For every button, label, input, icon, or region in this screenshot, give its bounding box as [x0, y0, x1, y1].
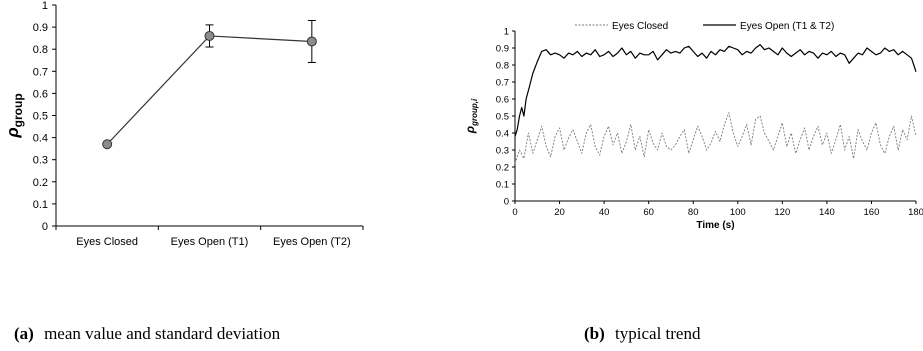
x-tick-label-b: 120	[774, 207, 790, 218]
x-tick-label-b: 160	[864, 207, 880, 218]
y-tick-label-a: 0	[42, 221, 48, 233]
caption-b-label: (b)	[584, 324, 605, 343]
panel-a-chart: 0 0.1 0.2 0.3 0.4 0.5 0.6 0.7 0.8 0.9 1 Eyes Closed…	[3, 0, 364, 248]
x-tick-label-b: 20	[554, 207, 565, 218]
y-tick-label-a: 1	[42, 0, 48, 12]
y-tick-label-b: 0.4	[496, 129, 509, 140]
y-tick-label-a: 0.5	[33, 111, 48, 123]
y-tick-label-a: 0.8	[33, 44, 48, 56]
y-tick-label-a: 0.7	[33, 66, 48, 78]
data-point-a	[306, 36, 317, 47]
x-axis-title-b: Time (s)	[696, 220, 734, 231]
y-tick-label-a: 0.2	[33, 177, 48, 189]
caption-b: (b) typical trend	[584, 324, 701, 343]
y-tick-label-b: 0.9	[496, 44, 509, 55]
x-tick-label-a: Eyes Open (T2)	[273, 236, 351, 248]
x-tick-label-b: 80	[688, 207, 699, 218]
series-line-b-1	[514, 43, 917, 137]
y-axis-title-a: ρgroup	[3, 93, 25, 138]
y-tick-label-a: 0.9	[33, 22, 48, 34]
x-tick-label-b: 180	[908, 207, 923, 218]
caption-a: (a) mean value and standard deviation	[14, 324, 281, 343]
y-axis-title-a-main: ρ	[3, 127, 22, 138]
legend-label-b-0: Eyes Closed	[612, 21, 668, 32]
y-axis-title-a-sub: group	[11, 93, 25, 127]
y-tick-label-b: 0.3	[496, 146, 509, 157]
y-tick-label-b: 1	[504, 27, 509, 38]
y-tick-label-b: 0.1	[496, 180, 509, 191]
caption-a-text: mean value and standard deviation	[44, 324, 281, 343]
x-tick-label-b: 40	[599, 207, 610, 218]
data-point-a	[102, 139, 113, 150]
x-tick-label-b: 140	[819, 207, 835, 218]
x-tick-label-a: Eyes Closed	[76, 236, 138, 248]
x-tick-label-b: 100	[730, 207, 746, 218]
y-tick-label-a: 0.6	[33, 88, 48, 100]
caption-a-label: (a)	[14, 324, 34, 343]
y-tick-label-b: 0.6	[496, 95, 509, 106]
data-point-a	[204, 30, 215, 41]
series-line-a	[106, 35, 312, 145]
y-axis-title-b: ρgroup,i	[463, 98, 479, 134]
x-tick-label-b: 60	[643, 207, 654, 218]
x-tick-label-a: Eyes Open (T1)	[171, 236, 249, 248]
y-tick-label-a: 0.3	[33, 155, 48, 167]
x-tick-label-b: 0	[512, 207, 517, 218]
y-tick-label-b: 0.2	[496, 163, 509, 174]
y-tick-label-b: 0.8	[496, 61, 509, 72]
legend-label-b-1: Eyes Open (T1 & T2)	[740, 21, 834, 32]
y-tick-label-b: 0.5	[496, 112, 509, 123]
y-axis-title-b-main: ρ	[463, 126, 477, 134]
y-tick-label-b: 0	[504, 197, 509, 208]
y-axis-title-b-sub: group,i	[470, 98, 479, 127]
y-tick-label-a: 0.4	[33, 133, 48, 145]
panel-b-chart: 0 0.1 0.2 0.3 0.4 0.5 0.6 0.7 0.8 0.9 1 0 20 40 60 80 10…	[463, 21, 923, 231]
y-tick-label-a: 0.1	[33, 199, 48, 211]
y-tick-label-b: 0.7	[496, 78, 509, 89]
series-line-b-0	[514, 112, 917, 164]
caption-b-text: typical trend	[615, 324, 701, 343]
